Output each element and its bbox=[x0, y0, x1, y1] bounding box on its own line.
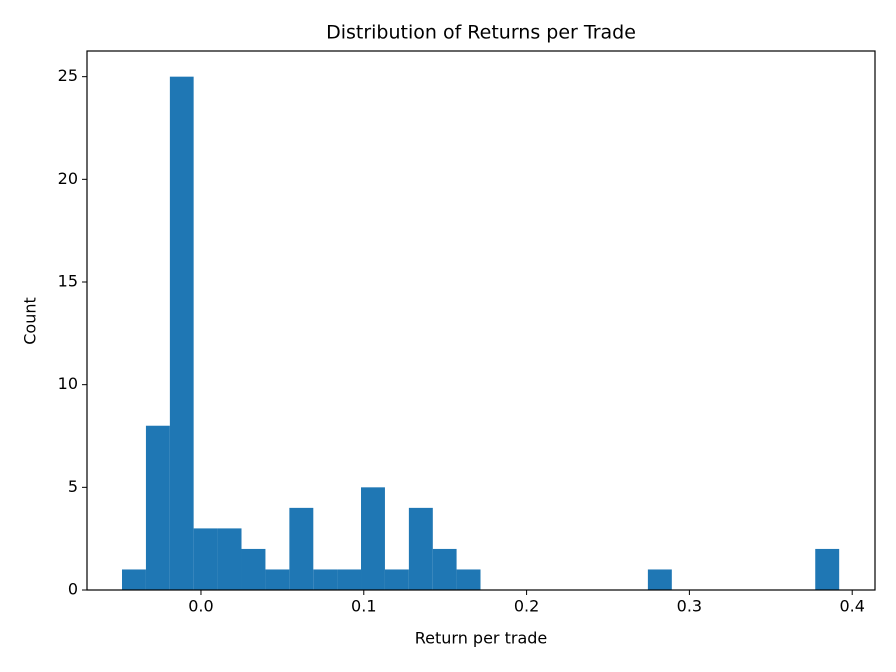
y-tick-label: 0 bbox=[68, 580, 78, 599]
x-tick-label: 0.1 bbox=[351, 597, 376, 616]
bar bbox=[122, 569, 146, 590]
bar bbox=[265, 569, 290, 590]
bar bbox=[384, 569, 409, 590]
bar bbox=[313, 569, 338, 590]
bar bbox=[289, 507, 314, 590]
y-tick-label: 20 bbox=[58, 169, 78, 188]
x-tick-label: 0.2 bbox=[514, 597, 539, 616]
x-tick-label: 0.0 bbox=[188, 597, 213, 616]
chart-title: Distribution of Returns per Trade bbox=[326, 22, 636, 44]
y-tick-label: 10 bbox=[58, 374, 78, 393]
bar bbox=[408, 507, 433, 590]
bar bbox=[169, 76, 194, 590]
plot-frame bbox=[86, 50, 876, 591]
y-tick-label: 25 bbox=[58, 66, 78, 85]
y-tick-label: 5 bbox=[68, 477, 78, 496]
bar bbox=[337, 569, 362, 590]
bar bbox=[456, 569, 481, 590]
bar bbox=[193, 528, 218, 590]
bar bbox=[647, 569, 672, 590]
x-tick-label: 0.4 bbox=[839, 597, 864, 616]
bar bbox=[145, 425, 170, 590]
x-tick-label: 0.3 bbox=[677, 597, 702, 616]
bar bbox=[241, 548, 266, 590]
bar bbox=[432, 548, 457, 590]
x-axis-label: Return per trade bbox=[415, 629, 548, 648]
bar bbox=[217, 528, 242, 590]
bar bbox=[361, 487, 385, 590]
y-tick-label: 15 bbox=[58, 272, 78, 291]
y-axis-label: Count bbox=[21, 297, 40, 345]
bar bbox=[815, 548, 840, 590]
